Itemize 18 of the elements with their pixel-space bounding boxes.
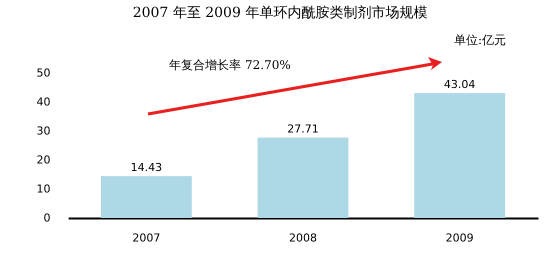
y-tick-label: 50 — [36, 66, 50, 80]
x-tick-label: 2007 — [132, 232, 160, 244]
chart-title: 2007 年至 2009 年单环内酰胺类制剂市场规模 — [132, 5, 428, 21]
bar — [100, 176, 192, 218]
y-tick-label: 40 — [36, 96, 50, 108]
y-tick-label: 20 — [36, 154, 50, 166]
bar — [414, 93, 506, 218]
data-label: 27.71 — [287, 122, 319, 136]
data-label: 43.04 — [444, 78, 476, 92]
data-label: 14.43 — [130, 161, 162, 174]
x-tick-label: 2008 — [289, 232, 317, 244]
x-tick-label: 2009 — [446, 232, 474, 244]
text: 年复合增长率 72.70% — [169, 58, 291, 72]
y-tick-label: 0 — [44, 212, 50, 224]
y-tick-label: 10 — [36, 182, 50, 196]
bar — [258, 138, 348, 218]
y-tick-label: 30 — [36, 124, 50, 138]
text: 单位:亿元 — [454, 33, 506, 47]
